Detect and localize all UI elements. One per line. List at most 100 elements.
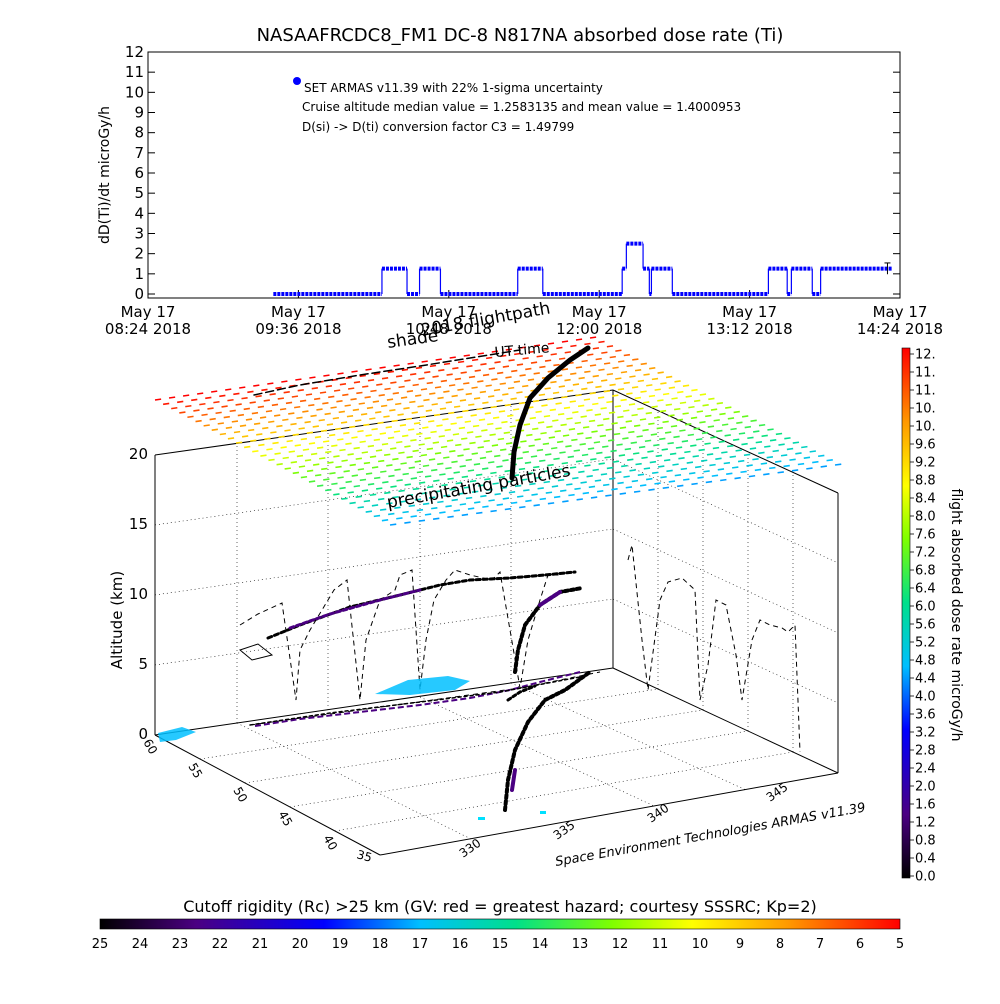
field-cell [294,444,302,447]
field-cell [487,422,494,426]
field-cell [640,390,647,393]
field-cell [492,416,500,419]
field-cell [274,414,281,417]
field-cell [766,456,774,459]
field-cell [410,515,417,518]
field-cell [267,382,274,385]
field-cell [600,473,608,476]
field-cell [746,464,753,467]
colorbar-tick-label: 5.6 [915,618,936,633]
field-cell [707,425,715,428]
field-cell [560,423,567,427]
lat-tick-35: 35 [355,847,373,864]
field-cell [459,465,466,468]
field-cell [209,417,216,421]
colorbar-tick-label: 11. [915,384,936,399]
field-cell [414,460,422,463]
field-cell [744,425,752,429]
field-cell [558,357,566,360]
field-cell [561,368,569,371]
field-cell [488,395,495,398]
field-cell [726,472,733,475]
field-cell [553,457,560,461]
field-cell [292,471,300,475]
field-cell [650,433,658,436]
field-cell [361,489,369,492]
field-cell [390,381,397,384]
colorbar-tick-label: 7.2 [915,546,936,561]
field-cell [386,464,393,467]
field-cell [349,425,356,429]
field-cell [753,430,760,433]
field-cell [338,410,345,414]
field-cell [626,364,633,368]
floor-field-patches [158,676,546,820]
field-cell [561,461,569,465]
field-cell [516,363,524,366]
field-cell [623,381,630,385]
field-cell [369,455,377,458]
field-cell [820,465,828,468]
field-cell [379,366,386,369]
field-cell [546,425,553,429]
field-cell [283,390,290,394]
field-cell [596,489,604,493]
field-cell [655,454,663,458]
field-cell [337,438,344,441]
field-cell [328,395,335,399]
field-cell [609,355,616,359]
field-cell [741,415,749,418]
field-cell [474,369,481,372]
field-cell [486,488,493,492]
field-cell [431,403,438,406]
alt-tick-5: 5 [138,655,148,673]
dose-y-tick-label: 9 [134,104,144,122]
field-cell [345,480,352,484]
field-cell [632,452,640,455]
field-cell [710,408,718,411]
field-cell [479,390,487,394]
field-cell [185,404,192,408]
field-cell [545,453,552,456]
field-cell [241,435,249,438]
field-cell [698,448,705,452]
field-cell [505,348,513,351]
field-cell [654,388,661,391]
field-cell [490,471,497,475]
field-cell [651,405,658,408]
field-cell [484,478,491,481]
field-cell [547,502,555,505]
field-cell [535,476,542,479]
dose-y-tick-label: 2 [134,245,144,263]
lat-tick-45: 45 [275,809,295,829]
field-cell [557,478,565,482]
lat-tick-60: 60 [140,737,160,757]
rigidity-tick-label: 23 [172,937,189,952]
field-cell [430,430,437,434]
field-cell [355,419,362,422]
field-cell [316,484,324,487]
field-cell [437,396,444,400]
field-cell [191,398,198,402]
field-cell [489,433,496,436]
field-cell [397,413,404,416]
field-cell [491,350,499,353]
field-cell [455,481,463,485]
cutoff-rigidity-ticks: 25 24 23 22 21 20 19 18 17 16 15 14 13 12 11 10 9 8 7 6 5 [92,937,904,952]
field-cell [371,427,378,431]
field-cell [543,480,550,484]
field-cell [550,353,557,356]
field-cell [350,398,357,401]
field-cell [352,408,360,412]
field-cell [493,388,501,392]
field-cell [345,376,352,380]
field-cell [560,489,567,492]
dose-y-tick-label: 8 [134,124,144,142]
field-cell [392,495,399,499]
field-cell [643,373,650,376]
field-cell [803,456,811,459]
field-cell [490,405,497,409]
field-cell [492,482,499,485]
field-cell [439,407,447,410]
